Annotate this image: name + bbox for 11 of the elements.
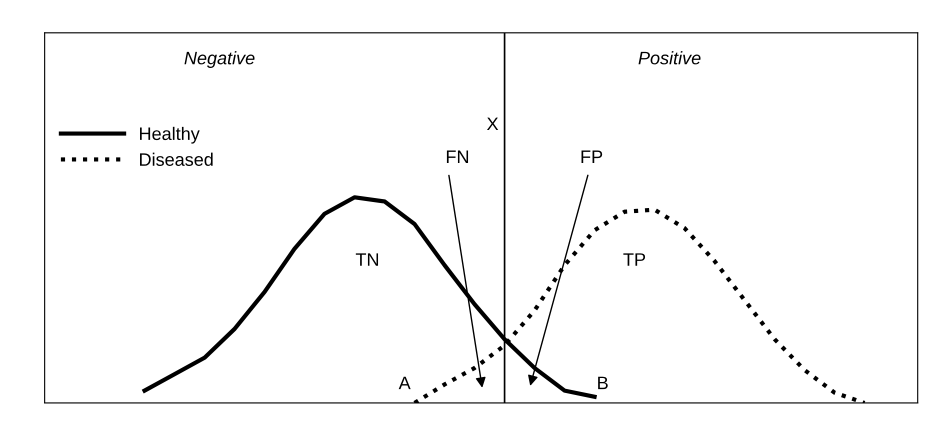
- text: Negative: [184, 51, 255, 68]
- annotation: TN: [356, 253, 378, 266]
- legend-label: Healthy: [140, 126, 200, 144]
- annotation: B: [598, 376, 608, 390]
- text: FP: [582, 150, 602, 163]
- text: X: [486, 118, 498, 130]
- text: Positive: [638, 51, 701, 64]
- annotation: TP: [623, 253, 646, 266]
- legend-label: Diseased: [140, 152, 213, 166]
- annotation: A: [398, 376, 411, 390]
- text: FN: [446, 150, 468, 163]
